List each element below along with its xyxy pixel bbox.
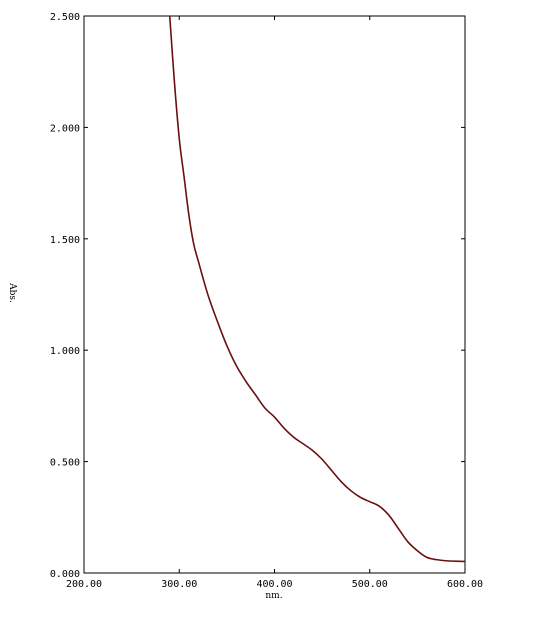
plot-frame [83, 15, 466, 574]
y-tick-label: 1.500 [50, 235, 80, 246]
absorbance-series-line [168, 15, 466, 563]
x-tick-label: 600.00 [447, 579, 483, 590]
y-tick-label: 2.000 [50, 123, 80, 134]
axis-ticks [83, 15, 466, 574]
y-tick-label: 1.000 [50, 346, 80, 357]
y-tick-label: 2.500 [50, 12, 80, 23]
x-axis-title: nm. [265, 591, 282, 601]
x-tick-labels: 200.00 300.00 400.00 500.00 600.00 [66, 579, 483, 590]
y-tick-label: 0.500 [50, 458, 80, 469]
x-tick-label: 400.00 [256, 579, 292, 590]
x-tick-label: 300.00 [161, 579, 197, 590]
y-tick-label: 0.000 [50, 569, 80, 580]
x-tick-label: 500.00 [352, 579, 388, 590]
x-tick-label: 200.00 [66, 579, 102, 590]
y-tick-labels: 0.000 0.500 1.000 1.500 2.000 2.500 [50, 12, 80, 580]
y-axis-title: Abs. [7, 282, 17, 303]
